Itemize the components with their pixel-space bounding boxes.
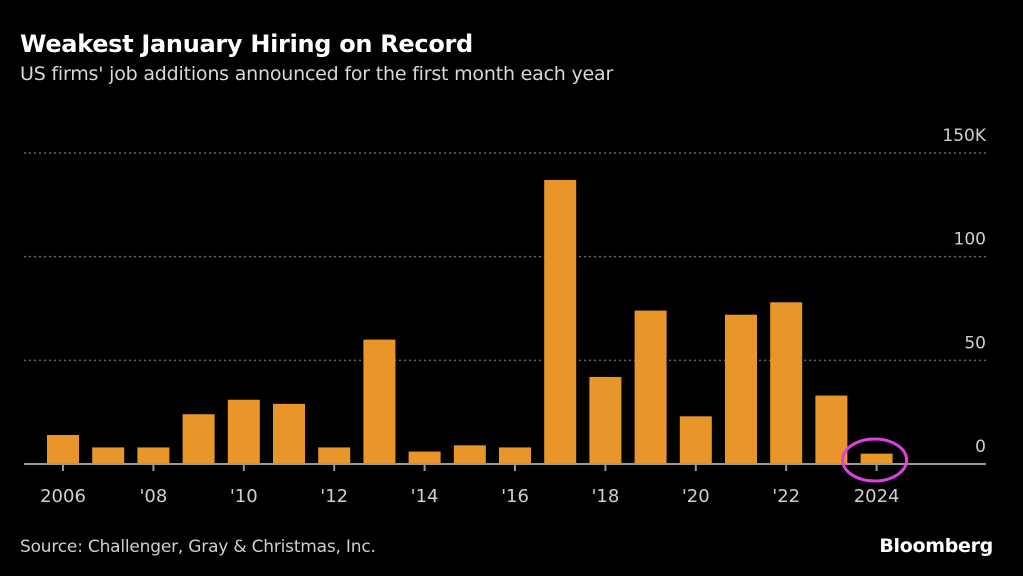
bar-2011 [273,403,305,464]
bloomberg-logo: Bloomberg [879,535,993,557]
y-tick-label: 100 [954,230,986,250]
x-axis-labels: 2006 '08 '10 '12 '14 '16 '18 '20 '22 2024 [40,486,899,507]
bar-2021 [725,314,757,464]
y-tick-label: 150K [942,126,986,146]
bar-2008 [137,447,170,464]
x-tick-label: 2024 [854,486,900,507]
x-tick-label: '10 [230,486,258,507]
bar-2013 [363,339,396,464]
y-axis-labels: 0 50 100 150K [942,126,986,457]
bar-2024 [860,453,893,464]
bar-2020 [679,416,712,464]
bar-2022 [770,302,803,464]
x-tick-label: '16 [501,486,529,507]
x-tick-label: '18 [591,486,619,507]
source-note: Source: Challenger, Gray & Christmas, In… [20,537,376,557]
gridlines [24,152,986,362]
bar-2016 [499,447,531,464]
chart-subtitle: US firms' job additions announced for th… [20,63,614,85]
y-tick-label: 0 [975,437,986,457]
x-tick-label: 2006 [40,486,86,507]
x-tick-label: '20 [682,486,710,507]
bar-2019 [634,310,667,464]
highlight-annotation [841,437,909,483]
bar-2017 [544,179,577,464]
bar-2023 [815,395,848,464]
x-tick-label: '08 [139,486,167,507]
bars [47,179,893,464]
highlight-circle [841,437,909,483]
bar-2007 [92,447,125,464]
x-tick-label: '22 [772,486,800,507]
bar-2018 [589,376,622,464]
x-tick-label: '14 [411,486,439,507]
chart-title: Weakest January Hiring on Record [20,30,473,58]
x-axis [24,463,986,471]
bar-2006 [47,434,79,464]
x-tick-label: '12 [320,486,348,507]
bar-2009 [182,414,215,464]
bar-2010 [227,399,260,464]
y-tick-label: 50 [964,333,986,353]
bar-2014 [408,451,441,464]
bar-2015 [453,445,486,464]
bar-2012 [318,447,351,464]
